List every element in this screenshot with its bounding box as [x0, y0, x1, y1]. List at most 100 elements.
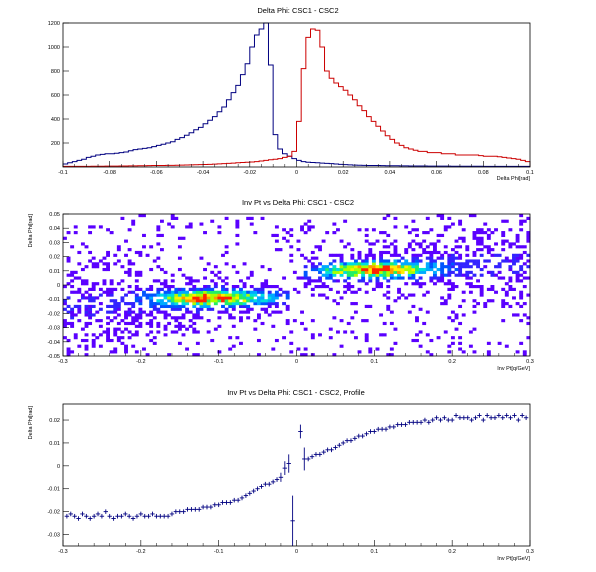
- heatmap-cell: [343, 279, 348, 283]
- heatmap-cell: [440, 233, 445, 238]
- heatmap-cell: [447, 296, 452, 300]
- heatmap-cell: [253, 302, 258, 306]
- heatmap-cell: [415, 282, 419, 286]
- heatmap-cell: [206, 299, 211, 303]
- heatmap-cell: [134, 293, 139, 297]
- heatmap-cell: [267, 296, 272, 300]
- heatmap-cell: [440, 276, 445, 280]
- heatmap-cell: [95, 319, 100, 323]
- heatmap-cell: [73, 270, 78, 274]
- heatmap-cell: [116, 302, 121, 306]
- heatmap-cell: [177, 316, 182, 320]
- heatmap-cell: [116, 338, 121, 343]
- heatmap-cell: [522, 285, 527, 289]
- heatmap-cell: [163, 279, 168, 283]
- heatmap-cell: [429, 267, 434, 272]
- heatmap-cell: [393, 341, 398, 345]
- heatmap-cell: [411, 248, 416, 252]
- heatmap-cell: [177, 290, 182, 294]
- heatmap-cell: [350, 302, 355, 306]
- heatmap-cell: [429, 242, 434, 246]
- heatmap-cell: [436, 267, 441, 272]
- heatmap-cell: [425, 231, 430, 235]
- bottom-ytick-label: 0.01: [49, 441, 60, 447]
- heatmap-cell: [109, 282, 114, 286]
- heatmap-cell: [256, 313, 261, 317]
- heatmap-cell: [203, 296, 207, 300]
- heatmap-cell: [109, 319, 114, 323]
- heatmap-cell: [458, 273, 463, 277]
- heatmap-cell: [120, 287, 125, 291]
- heatmap-cell: [379, 267, 384, 272]
- heatmap-cell: [519, 245, 524, 249]
- heatmap-cell: [393, 216, 398, 220]
- heatmap-cell: [278, 310, 283, 314]
- heatmap-cell: [303, 256, 308, 260]
- heatmap-cell: [483, 265, 488, 269]
- heatmap-cell: [364, 319, 369, 323]
- heatmap-cell: [224, 287, 229, 291]
- heatmap-cell: [224, 310, 229, 314]
- heatmap-cell: [440, 262, 445, 266]
- heatmap-cell: [267, 293, 272, 297]
- heatmap-cell: [454, 285, 459, 289]
- heatmap-cell: [213, 265, 218, 269]
- heatmap-cell: [332, 316, 337, 320]
- heatmap-cell: [156, 330, 161, 334]
- heatmap-cell: [246, 276, 251, 280]
- heatmap-cell: [418, 242, 423, 246]
- heatmap-cell: [120, 336, 125, 340]
- heatmap-cell: [156, 242, 161, 246]
- heatmap-cell: [468, 270, 473, 274]
- heatmap-cell: [127, 310, 132, 314]
- heatmap-cell: [131, 321, 136, 326]
- heatmap-cell: [170, 290, 175, 294]
- heatmap-cell: [156, 310, 161, 314]
- heatmap-cell: [131, 333, 136, 337]
- heatmap-cell: [472, 273, 477, 277]
- heatmap-cell: [63, 236, 67, 240]
- heatmap-cell: [91, 341, 96, 345]
- top-xtick-label: 0.06: [431, 170, 442, 176]
- heatmap-cell: [228, 299, 233, 303]
- heatmap-cell: [195, 307, 200, 311]
- heatmap-cell: [127, 302, 132, 306]
- heatmap-cell: [203, 299, 207, 303]
- heatmap-cell: [149, 321, 154, 326]
- heatmap-cell: [393, 248, 398, 252]
- heatmap-cell: [526, 233, 531, 238]
- heatmap-cell: [501, 239, 506, 243]
- heatmap-cell: [433, 262, 437, 266]
- heatmap-cell: [440, 216, 445, 220]
- heatmap-cell: [91, 299, 96, 303]
- heatmap-cell: [177, 287, 182, 291]
- heatmap-cell: [350, 330, 355, 334]
- heatmap-cell: [393, 276, 398, 280]
- heatmap-cell: [239, 302, 243, 306]
- heatmap-cell: [357, 270, 362, 274]
- heatmap-cell: [138, 253, 143, 257]
- heatmap-cell: [476, 262, 481, 266]
- heatmap-cell: [458, 256, 463, 260]
- heatmap-cell: [167, 293, 172, 297]
- heatmap-cell: [425, 265, 430, 269]
- heatmap-cell: [63, 299, 67, 303]
- bottom-xtick-label: 0.3: [526, 549, 534, 555]
- heatmap-cell: [249, 216, 254, 220]
- heatmap-cell: [242, 299, 247, 303]
- middle-xtick-label: 0: [295, 359, 298, 365]
- heatmap-cell: [512, 242, 516, 246]
- heatmap-cell: [497, 265, 502, 269]
- heatmap-cell: [159, 282, 164, 286]
- heatmap-cell: [458, 253, 463, 257]
- heatmap-cell: [332, 353, 337, 357]
- heatmap-cell: [508, 304, 513, 309]
- heatmap-cell: [494, 253, 498, 257]
- bottom-xtick-label: 0.2: [448, 549, 456, 555]
- heatmap-cell: [397, 273, 401, 277]
- heatmap-cell: [73, 304, 78, 309]
- heatmap-cell: [425, 267, 430, 272]
- heatmap-cell: [325, 231, 330, 235]
- heatmap-cell: [274, 302, 279, 306]
- heatmap-cell: [328, 276, 333, 280]
